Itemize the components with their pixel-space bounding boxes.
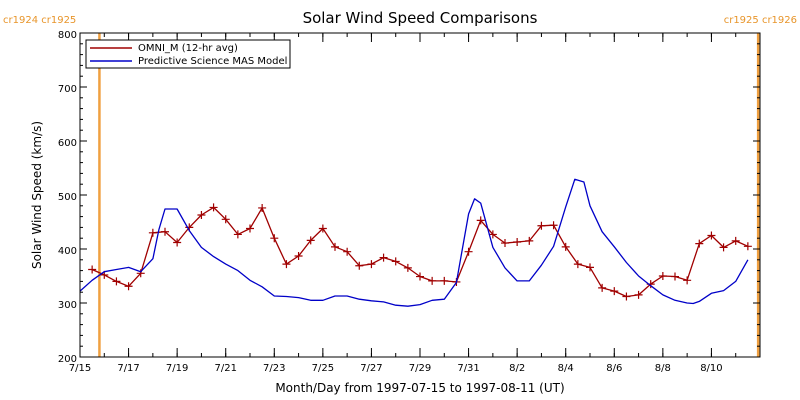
legend: OMNI_M (12-hr avg) Predictive Science MA… [85, 39, 291, 69]
y-tick-label: 800 [58, 30, 77, 41]
omni-data-point [743, 242, 752, 251]
omni-data-point [294, 252, 303, 261]
omni-data-point [88, 265, 97, 274]
omni-data-point [731, 236, 740, 245]
y-tick-label: 300 [58, 300, 77, 311]
legend-label-omni: OMNI_M (12-hr avg) [138, 43, 238, 54]
omni-data-point [367, 260, 376, 269]
omni-data-point [124, 282, 133, 291]
x-tick-label: 7/15 [69, 363, 91, 374]
omni-data-point [586, 263, 594, 272]
omni-data-point [464, 247, 473, 256]
omni-data-point [391, 257, 400, 266]
y-tick-label: 600 [58, 138, 77, 149]
omni-data-point [598, 283, 607, 292]
omni-data-point [258, 203, 267, 212]
carrington-marker-layer [98, 33, 760, 357]
x-tick-label: 7/17 [117, 363, 139, 374]
omni-data-point [112, 277, 121, 286]
omni-data-point [488, 230, 497, 239]
legend-box [85, 39, 291, 69]
omni-data-point [161, 227, 169, 236]
omni-data-point [573, 260, 582, 269]
omni-data-point [148, 228, 157, 237]
x-axis-ticks: 7/15 7/17 7/19 7/21 7/23 7/25 7/27 7/29 7/31 8/2 8… [69, 33, 761, 374]
omni-data-point [331, 242, 339, 251]
x-tick-label: 7/19 [166, 363, 188, 374]
y-tick-label: 400 [58, 246, 77, 257]
omni-data-point [549, 221, 558, 230]
y-axis-ticks: 200 300 400 500 600 700 800 [58, 30, 760, 365]
omni-data-point [246, 224, 254, 233]
carrington-label-left: cr1924 cr1925 [3, 15, 76, 26]
omni-data-point [537, 221, 546, 230]
series-layer [79, 178, 752, 307]
omni-data-point [440, 276, 449, 285]
omni-data-point [270, 234, 279, 243]
omni-data-point [525, 236, 534, 245]
omni-data-point [282, 260, 291, 269]
x-tick-label: 8/2 [509, 363, 525, 374]
x-tick-label: 7/25 [312, 363, 334, 374]
omni-data-point [476, 216, 485, 225]
omni-data-point [379, 253, 388, 262]
omni-data-point [428, 276, 437, 285]
omni-data-point [561, 242, 570, 251]
legend-label-mas: Predictive Science MAS Model [138, 56, 287, 67]
omni-data-point [695, 239, 704, 248]
omni-data-point [173, 238, 182, 247]
x-tick-label: 7/23 [263, 363, 285, 374]
omni-data-point [610, 287, 619, 296]
x-tick-label: 8/6 [606, 363, 622, 374]
omni-data-point [136, 269, 145, 278]
y-axis-label: Solar Wind Speed (km/s) [30, 121, 44, 269]
plot-frame [79, 32, 761, 358]
chart-title: Solar Wind Speed Comparisons [303, 9, 538, 27]
x-tick-label: 8/8 [655, 363, 671, 374]
x-tick-label: 7/31 [457, 363, 479, 374]
omni-data-point [221, 215, 230, 224]
omni-data-point [403, 263, 412, 272]
omni-data-point [671, 272, 679, 281]
omni-data-point [719, 243, 728, 252]
carrington-label-right: cr1925 cr1926 [724, 15, 797, 26]
x-tick-label: 8/10 [700, 363, 722, 374]
omni-data-point [513, 237, 522, 246]
y-tick-label: 200 [58, 354, 77, 365]
omni-data-point [658, 272, 667, 280]
x-tick-label: 7/21 [214, 363, 236, 374]
omni-data-point [355, 261, 364, 270]
x-axis-label: Month/Day from 1997-07-15 to 1997-08-11 … [275, 381, 564, 395]
omni-data-point [306, 236, 315, 245]
omni-data-point [197, 210, 206, 219]
omni-data-point [343, 247, 352, 256]
omni-data-point [622, 292, 631, 301]
omni-data-point [209, 203, 218, 212]
y-tick-label: 500 [58, 192, 77, 203]
x-tick-label: 7/29 [409, 363, 431, 374]
y-tick-label: 700 [58, 84, 77, 95]
omni-data-point [318, 224, 327, 233]
omni-data-point [416, 272, 424, 281]
omni-data-point [233, 230, 242, 239]
omni-series-line [91, 206, 749, 298]
x-tick-label: 7/27 [360, 363, 382, 374]
omni-data-point [501, 239, 509, 248]
x-tick-label: 8/4 [558, 363, 574, 374]
omni-data-point [683, 276, 692, 285]
mas-model-series-line [79, 178, 749, 307]
omni-data-point [634, 290, 643, 299]
omni-data-point [707, 231, 716, 240]
